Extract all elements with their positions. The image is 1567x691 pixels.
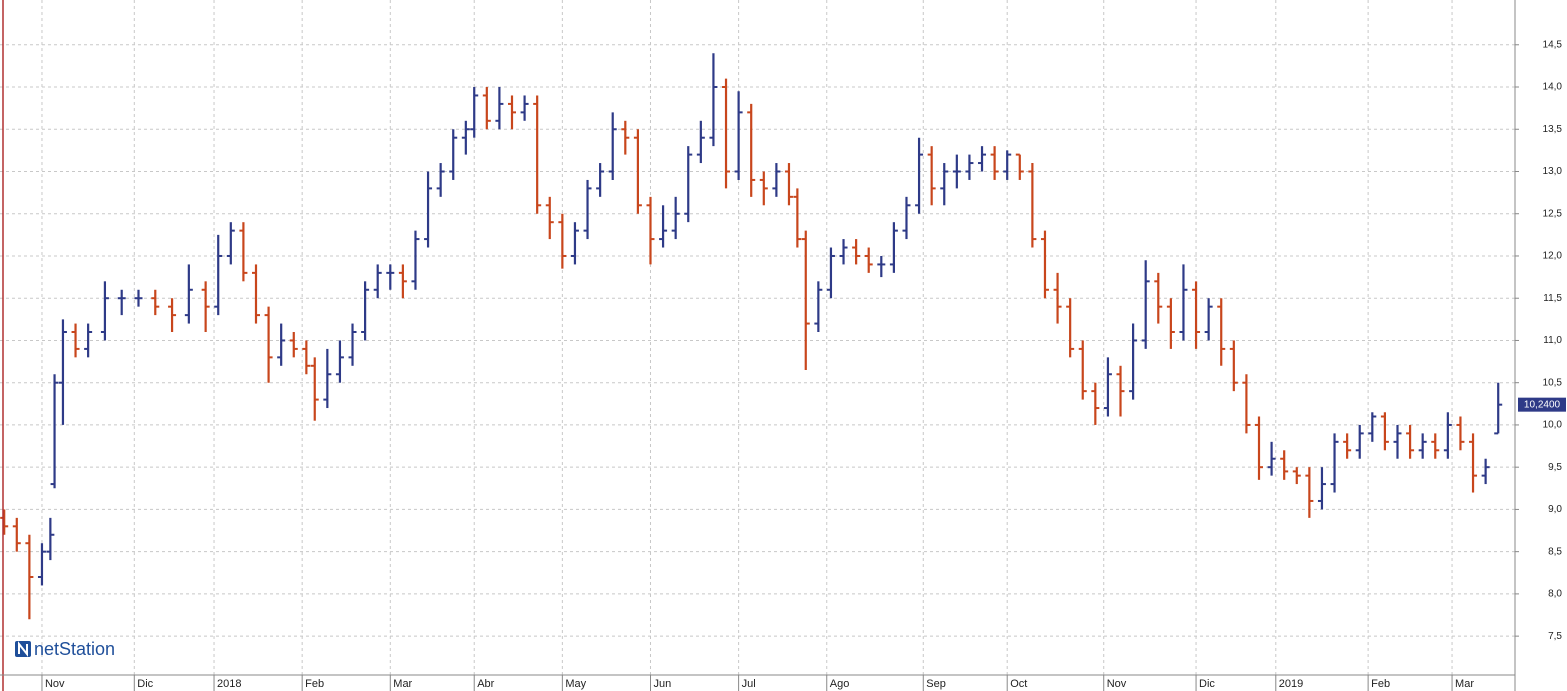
x-tick-label: Feb <box>305 678 324 690</box>
logo: netStation <box>15 639 115 659</box>
x-tick-label: Nov <box>1107 678 1127 690</box>
x-tick-label: Mar <box>393 678 412 690</box>
x-tick-label: 2018 <box>217 678 241 690</box>
x-tick-label: Oct <box>1010 678 1027 690</box>
y-tick-label: 7,5 <box>1548 631 1562 642</box>
x-tick-label: Feb <box>1371 678 1390 690</box>
y-tick-label: 12,0 <box>1543 251 1563 262</box>
y-tick-label: 8,5 <box>1548 546 1562 557</box>
y-tick-label: 9,0 <box>1548 504 1562 515</box>
y-tick-label: 10,0 <box>1543 420 1563 431</box>
x-tick-label: Sep <box>926 678 946 690</box>
x-tick-label: 2019 <box>1279 678 1303 690</box>
x-tick-label: Ago <box>830 678 850 690</box>
x-tick-label: Jun <box>653 678 671 690</box>
x-tick-label: May <box>565 678 586 690</box>
x-tick-label: Dic <box>1199 678 1215 690</box>
x-tick-label: Dic <box>137 678 153 690</box>
x-tick-label: Jul <box>742 678 756 690</box>
x-tick-label: Mar <box>1455 678 1474 690</box>
y-tick-label: 13,0 <box>1543 166 1563 177</box>
grid <box>0 0 1515 675</box>
logo-glyph <box>18 641 28 657</box>
y-tick-label: 9,5 <box>1548 462 1562 473</box>
y-tick-label: 13,5 <box>1543 124 1563 135</box>
x-tick-label: Abr <box>477 678 494 690</box>
last-price-box <box>1518 397 1566 412</box>
y-tick-label: 8,0 <box>1548 589 1562 600</box>
y-tick-label: 11,0 <box>1543 335 1562 346</box>
y-tick-label: 14,0 <box>1543 82 1563 93</box>
bars <box>0 53 1503 620</box>
y-tick-label: 12,5 <box>1543 208 1563 219</box>
y-tick-label: 14,5 <box>1543 39 1563 50</box>
y-tick-label: 11,5 <box>1543 293 1562 304</box>
watermark: netStation <box>34 639 115 659</box>
last-price-label: 10,2400 <box>1524 399 1561 410</box>
y-tick-label: 10,5 <box>1543 377 1563 388</box>
x-tick-label: Nov <box>45 678 65 690</box>
